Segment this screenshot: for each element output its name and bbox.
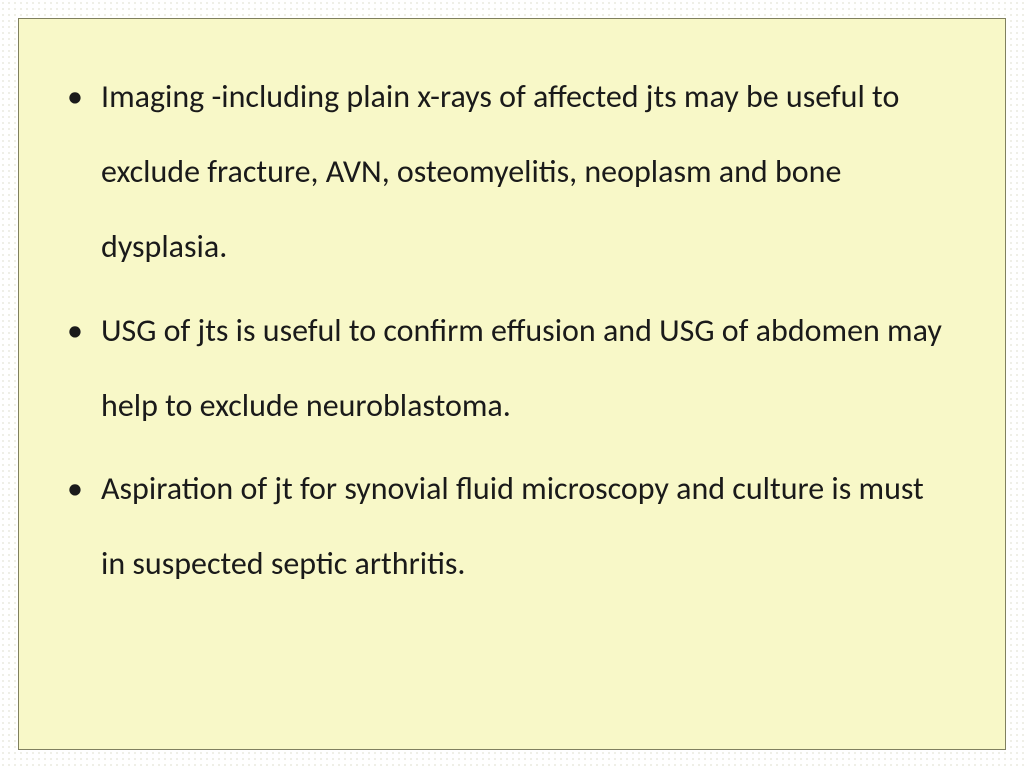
bullet-list: Imaging -including plain x-rays of affec…	[49, 59, 955, 601]
slide-frame: Imaging -including plain x-rays of affec…	[18, 18, 1006, 750]
bullet-item: USG of jts is useful to confirm effusion…	[49, 293, 955, 443]
bullet-item: Aspiration of jt for synovial fluid micr…	[49, 451, 955, 601]
bullet-item: Imaging -including plain x-rays of affec…	[49, 59, 955, 285]
